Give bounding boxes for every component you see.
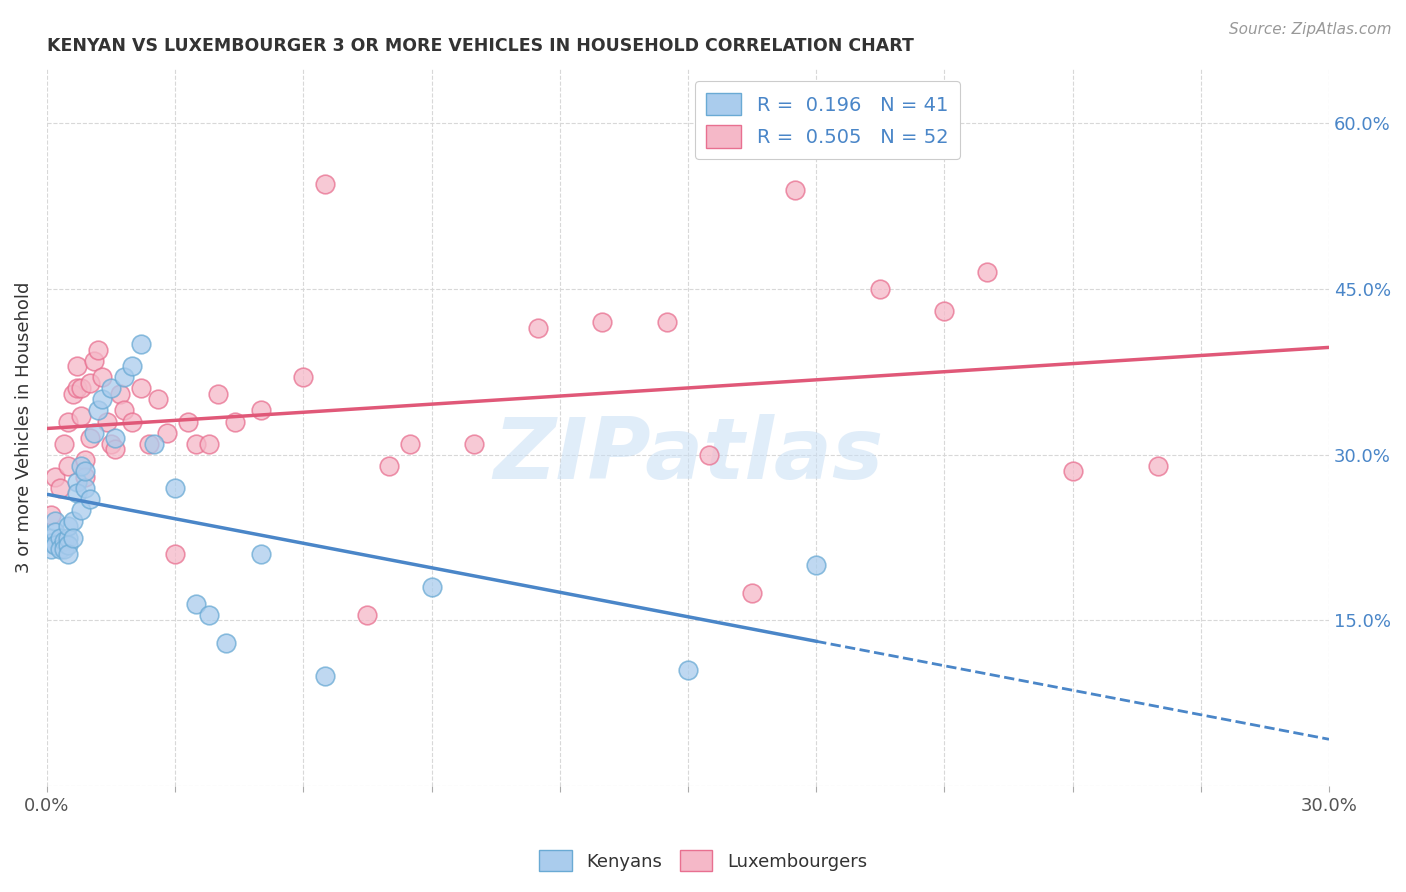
Point xyxy=(91,370,114,384)
Point xyxy=(66,359,89,374)
Point xyxy=(70,381,93,395)
Point xyxy=(39,508,62,523)
Point xyxy=(869,282,891,296)
Y-axis label: 3 or more Vehicles in Household: 3 or more Vehicles in Household xyxy=(15,281,32,573)
Point xyxy=(58,519,80,533)
Point xyxy=(1062,464,1084,478)
Point xyxy=(75,464,97,478)
Point xyxy=(314,668,336,682)
Point xyxy=(48,541,70,556)
Point xyxy=(79,491,101,506)
Point xyxy=(1147,458,1170,473)
Point xyxy=(592,315,614,329)
Point xyxy=(165,547,187,561)
Text: KENYAN VS LUXEMBOURGER 3 OR MORE VEHICLES IN HOUSEHOLD CORRELATION CHART: KENYAN VS LUXEMBOURGER 3 OR MORE VEHICLE… xyxy=(46,37,914,55)
Point xyxy=(292,370,315,384)
Point xyxy=(39,531,62,545)
Point xyxy=(121,359,143,374)
Point xyxy=(66,475,89,490)
Point xyxy=(676,663,699,677)
Point xyxy=(44,538,66,552)
Point xyxy=(804,558,827,573)
Point xyxy=(53,436,76,450)
Point xyxy=(58,538,80,552)
Point xyxy=(527,320,550,334)
Point xyxy=(44,514,66,528)
Point xyxy=(697,448,720,462)
Point xyxy=(121,415,143,429)
Point xyxy=(66,486,89,500)
Point xyxy=(108,387,131,401)
Point xyxy=(249,403,271,417)
Point xyxy=(186,597,208,611)
Point xyxy=(104,442,127,457)
Legend: Kenyans, Luxembourgers: Kenyans, Luxembourgers xyxy=(531,843,875,879)
Point xyxy=(655,315,678,329)
Point xyxy=(976,265,998,279)
Point xyxy=(783,182,806,196)
Point xyxy=(62,514,84,528)
Point xyxy=(142,436,165,450)
Point xyxy=(75,481,97,495)
Point xyxy=(112,403,135,417)
Point xyxy=(58,547,80,561)
Point xyxy=(112,370,135,384)
Point xyxy=(129,381,152,395)
Point xyxy=(420,580,443,594)
Point xyxy=(356,607,378,622)
Point xyxy=(70,409,93,423)
Point xyxy=(44,524,66,539)
Point xyxy=(100,381,122,395)
Point xyxy=(70,503,93,517)
Point xyxy=(399,436,422,450)
Text: ZIPatlas: ZIPatlas xyxy=(494,414,883,497)
Point xyxy=(224,415,246,429)
Text: Source: ZipAtlas.com: Source: ZipAtlas.com xyxy=(1229,22,1392,37)
Point xyxy=(314,177,336,191)
Point xyxy=(138,436,160,450)
Point xyxy=(165,481,187,495)
Point xyxy=(70,458,93,473)
Point xyxy=(249,547,271,561)
Legend: R =  0.196   N = 41, R =  0.505   N = 52: R = 0.196 N = 41, R = 0.505 N = 52 xyxy=(695,81,960,160)
Point xyxy=(207,387,229,401)
Point xyxy=(62,387,84,401)
Point xyxy=(53,533,76,548)
Point xyxy=(58,531,80,545)
Point xyxy=(463,436,485,450)
Point xyxy=(83,425,105,440)
Point xyxy=(79,376,101,390)
Point xyxy=(44,470,66,484)
Point xyxy=(741,586,763,600)
Point xyxy=(83,353,105,368)
Point xyxy=(87,403,110,417)
Point xyxy=(129,337,152,351)
Point xyxy=(75,453,97,467)
Point xyxy=(378,458,401,473)
Point xyxy=(48,531,70,545)
Point xyxy=(62,531,84,545)
Point xyxy=(75,470,97,484)
Point xyxy=(100,436,122,450)
Point xyxy=(87,343,110,357)
Point xyxy=(934,304,956,318)
Point xyxy=(186,436,208,450)
Point xyxy=(58,458,80,473)
Point xyxy=(146,392,169,407)
Point xyxy=(198,607,221,622)
Point xyxy=(53,541,76,556)
Point xyxy=(39,536,62,550)
Point xyxy=(104,431,127,445)
Point xyxy=(177,415,200,429)
Point xyxy=(39,541,62,556)
Point xyxy=(79,431,101,445)
Point xyxy=(198,436,221,450)
Point xyxy=(155,425,177,440)
Point xyxy=(215,635,238,649)
Point xyxy=(91,392,114,407)
Point xyxy=(96,415,118,429)
Point xyxy=(58,415,80,429)
Point xyxy=(48,481,70,495)
Point xyxy=(66,381,89,395)
